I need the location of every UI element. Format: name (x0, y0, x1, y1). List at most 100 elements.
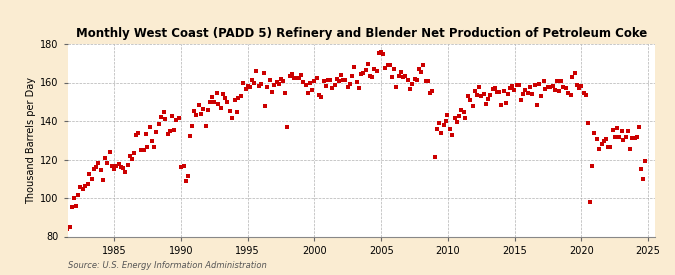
Point (325, 78, 335, 82)
Point (167, 114, 178, 119)
Point (129, 151, 140, 155)
Point (485, 93, 495, 97)
Point (431, 126, 442, 131)
Point (491, 90, 502, 95)
Point (416, 70, 427, 75)
Point (182, 174, 193, 178)
Point (75, 185, 86, 189)
Point (271, 80, 282, 84)
Point (412, 78, 423, 82)
Point (536, 93, 547, 98)
Point (109, 167, 119, 171)
Point (345, 82, 356, 87)
Point (378, 52, 389, 57)
Point (115, 164, 126, 169)
Point (227, 116, 238, 121)
Point (196, 112, 207, 116)
Point (587, 164, 597, 168)
Point (592, 136, 603, 141)
Point (603, 145, 614, 149)
Point (122, 163, 133, 167)
Point (229, 98, 240, 102)
Point (338, 78, 348, 82)
Point (610, 135, 620, 139)
Point (467, 103, 478, 108)
Point (321, 84, 331, 88)
Point (262, 84, 273, 89)
Point (421, 79, 431, 83)
Point (425, 91, 435, 95)
Point (178, 164, 189, 168)
Point (576, 84, 587, 88)
Point (222, 100, 233, 104)
Point (273, 82, 284, 86)
Point (454, 114, 464, 118)
Point (625, 147, 636, 151)
Point (146, 139, 157, 143)
Point (62, 227, 73, 231)
Point (612, 125, 623, 130)
Point (489, 86, 500, 90)
Point (483, 97, 493, 101)
Point (429, 154, 440, 159)
Point (158, 109, 169, 114)
Point (356, 72, 367, 77)
Point (160, 117, 171, 122)
Point (505, 86, 516, 90)
Point (340, 78, 351, 82)
Point (445, 127, 456, 131)
Point (142, 144, 153, 149)
Point (312, 76, 323, 80)
Point (616, 129, 627, 133)
Point (205, 100, 215, 104)
Point (185, 134, 196, 138)
Point (107, 164, 117, 168)
Point (87, 177, 98, 181)
Point (451, 120, 462, 124)
Point (238, 80, 248, 85)
Point (200, 124, 211, 128)
Point (316, 95, 327, 99)
Point (93, 161, 104, 166)
Point (623, 129, 634, 133)
Point (220, 95, 231, 100)
Point (202, 108, 213, 112)
Point (514, 83, 524, 87)
Point (551, 79, 562, 84)
Point (78, 186, 89, 191)
Point (387, 74, 398, 79)
Point (279, 91, 290, 95)
Point (627, 136, 638, 140)
Point (349, 65, 360, 70)
Point (306, 88, 317, 92)
Point (269, 83, 280, 87)
Point (493, 90, 504, 94)
Point (364, 74, 375, 78)
Point (327, 86, 338, 90)
Point (91, 165, 102, 169)
Point (464, 98, 475, 102)
Point (100, 156, 111, 161)
Point (314, 93, 325, 97)
Point (308, 79, 319, 83)
Point (398, 75, 408, 80)
Point (176, 165, 186, 169)
Point (391, 85, 402, 89)
Point (126, 157, 137, 161)
Point (618, 138, 629, 142)
Point (173, 116, 184, 120)
Text: Source: U.S. Energy Information Administration: Source: U.S. Energy Information Administ… (68, 260, 266, 270)
Point (382, 63, 393, 67)
Point (260, 103, 271, 108)
Point (636, 167, 647, 171)
Point (462, 94, 473, 98)
Point (562, 91, 573, 95)
Point (481, 102, 491, 106)
Point (599, 139, 610, 144)
Point (534, 82, 545, 86)
Point (104, 149, 115, 154)
Point (639, 159, 650, 164)
Point (302, 91, 313, 95)
Point (435, 130, 446, 135)
Point (211, 91, 222, 96)
